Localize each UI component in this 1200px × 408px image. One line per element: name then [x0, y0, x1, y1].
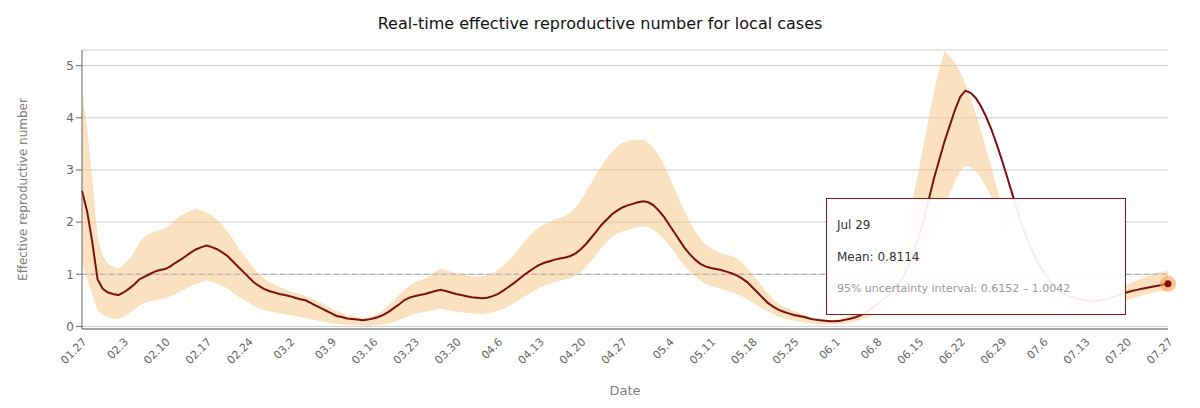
svg-text:06.29: 06.29 [978, 335, 1009, 366]
svg-text:03.9: 03.9 [313, 335, 340, 362]
svg-text:1: 1 [66, 268, 74, 282]
svg-text:04.13: 04.13 [515, 335, 546, 366]
svg-text:06.15: 06.15 [895, 335, 926, 366]
svg-text:03.2: 03.2 [271, 335, 298, 362]
svg-text:02.3: 02.3 [105, 335, 132, 362]
svg-text:02.10: 02.10 [141, 335, 172, 366]
svg-text:07.27: 07.27 [1144, 335, 1175, 366]
svg-text:05.18: 05.18 [728, 335, 759, 366]
svg-text:07.13: 07.13 [1061, 335, 1092, 366]
svg-text:03.23: 03.23 [391, 335, 422, 366]
svg-text:06.22: 06.22 [936, 335, 967, 366]
svg-text:07.6: 07.6 [1024, 335, 1051, 362]
svg-text:06.8: 06.8 [858, 335, 885, 362]
svg-text:Date: Date [609, 383, 640, 398]
svg-text:05.25: 05.25 [770, 335, 801, 366]
svg-text:2: 2 [66, 215, 74, 229]
svg-text:3: 3 [66, 163, 74, 177]
svg-text:07.20: 07.20 [1103, 335, 1134, 366]
svg-text:04.20: 04.20 [557, 335, 588, 366]
svg-text:02.24: 02.24 [224, 335, 255, 366]
svg-text:Effective reproductive number: Effective reproductive number [16, 98, 30, 281]
svg-text:5: 5 [66, 59, 74, 73]
svg-text:04.6: 04.6 [479, 335, 506, 362]
svg-text:01.27: 01.27 [58, 335, 89, 366]
svg-text:06.1: 06.1 [817, 335, 844, 362]
svg-text:4: 4 [66, 111, 74, 125]
svg-text:03.30: 03.30 [432, 335, 463, 366]
html-text:95% uncertainty interval: 0.61: 95% uncertainty interval: 0.6152 – 1.004… [836, 282, 1071, 295]
html-text:Jul 29: Jul 29 [836, 217, 871, 232]
svg-text:05.4: 05.4 [650, 335, 677, 362]
html-text:Mean: 0.8114: Mean: 0.8114 [836, 249, 920, 264]
svg-text:04.27: 04.27 [599, 335, 630, 366]
svg-text:02.17: 02.17 [183, 335, 214, 366]
html-text:Real-time effective reproducti: Real-time effective reproductive number … [377, 14, 823, 33]
svg-text:03.16: 03.16 [349, 335, 380, 366]
svg-text:05.11: 05.11 [687, 335, 718, 366]
svg-text:0: 0 [66, 320, 74, 334]
